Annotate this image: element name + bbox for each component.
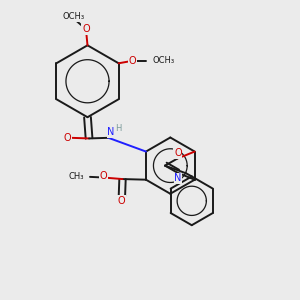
Text: O: O <box>174 148 182 158</box>
Text: N: N <box>107 127 115 137</box>
Text: H: H <box>115 124 122 133</box>
Text: OCH₃: OCH₃ <box>152 56 174 65</box>
Text: CH₃: CH₃ <box>69 172 84 182</box>
Text: O: O <box>63 133 71 143</box>
Text: O: O <box>118 196 125 206</box>
Text: O: O <box>129 56 136 66</box>
Text: O: O <box>82 24 90 34</box>
Text: N: N <box>174 173 182 183</box>
Text: O: O <box>99 171 107 181</box>
Text: OCH₃: OCH₃ <box>62 12 85 21</box>
